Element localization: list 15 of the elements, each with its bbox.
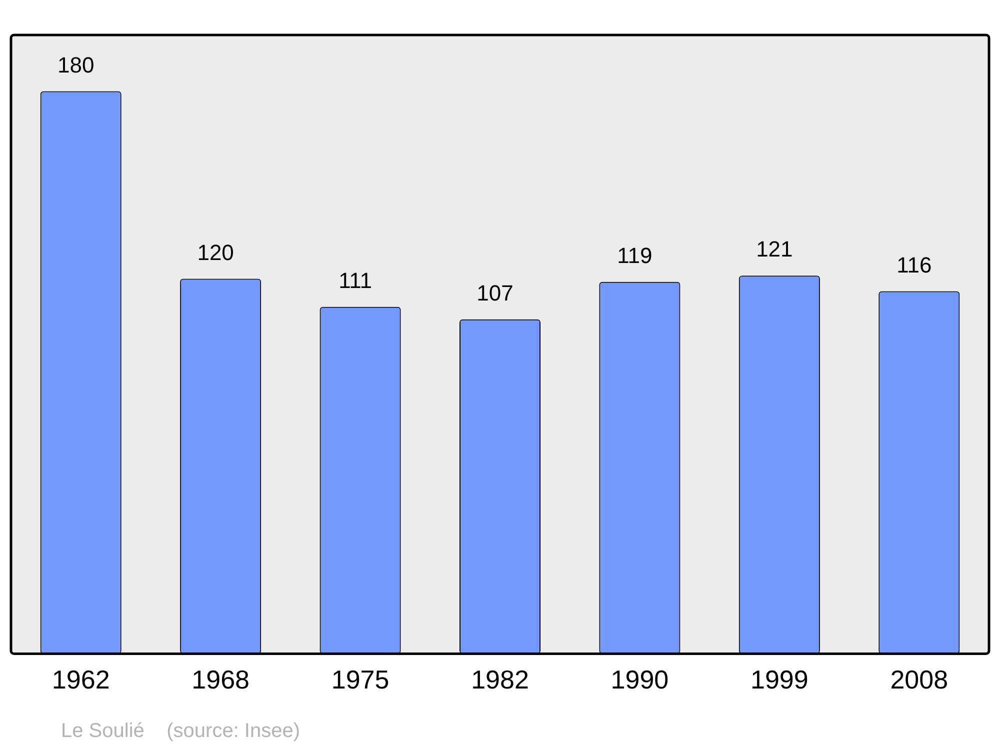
x-tick-label: 1999 bbox=[750, 664, 808, 695]
x-tick-label: 2008 bbox=[890, 664, 948, 695]
data-label: 119 bbox=[617, 242, 652, 268]
data-label: 116 bbox=[896, 252, 932, 278]
data-label: 111 bbox=[338, 268, 372, 293]
data-label: 107 bbox=[476, 280, 514, 306]
text: Le Soulié (source: Insee) bbox=[61, 720, 300, 742]
x-tick-label: 1975 bbox=[331, 664, 390, 695]
data-label: 180 bbox=[58, 52, 94, 78]
x-tick-label: 1990 bbox=[610, 664, 669, 695]
data-label: 121 bbox=[756, 236, 793, 262]
x-tick-label: 1982 bbox=[471, 664, 529, 695]
data-label: 120 bbox=[197, 240, 234, 265]
x-tick-label: 1962 bbox=[52, 664, 110, 695]
x-tick-label: 1968 bbox=[192, 664, 250, 695]
